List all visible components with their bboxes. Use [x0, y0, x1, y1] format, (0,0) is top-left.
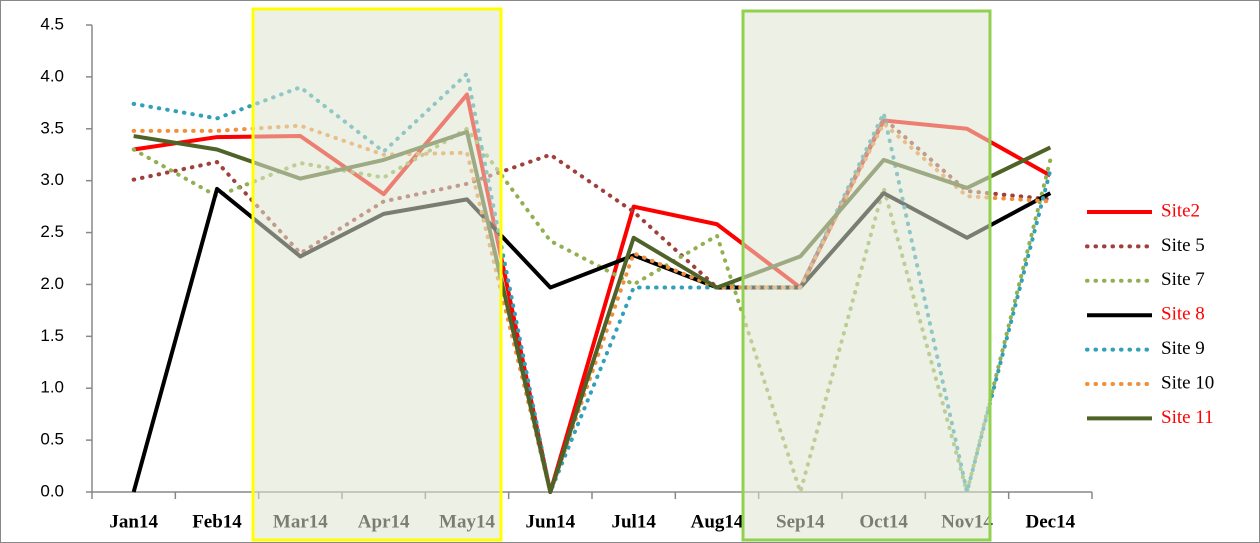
y-tick-label: 0.5 — [40, 430, 64, 449]
highlights — [251, 7, 992, 542]
legend-label: Site 7 — [1161, 269, 1205, 290]
legend-label: Site 8 — [1161, 304, 1205, 325]
legend: Site2 Site 5 Site 7 Site 8 Site 9 Site 10 Site… — [1085, 200, 1214, 428]
legend-label: Site 9 — [1161, 338, 1205, 359]
legend-label: Site 10 — [1161, 372, 1214, 393]
x-tick-label: Jun14 — [526, 511, 576, 532]
y-tick-label: 2.5 — [40, 222, 64, 241]
x-tick-label: Aug14 — [691, 511, 744, 532]
legend-label: Site 5 — [1161, 235, 1205, 256]
highlight-box — [251, 7, 503, 542]
x-tick-label: Dec14 — [1026, 511, 1076, 532]
y-tick-label: 1.5 — [40, 326, 64, 345]
y-tick-label: 4.0 — [40, 66, 64, 85]
legend-label: Site 11 — [1161, 407, 1214, 428]
x-tick-label: Feb14 — [192, 511, 242, 532]
y-tick-label: 0.0 — [40, 481, 64, 500]
y-tick-label: 1.0 — [40, 378, 64, 397]
y-tick-label: 3.5 — [40, 118, 64, 137]
legend-label: Site2 — [1161, 200, 1200, 221]
x-tick-label: Jul14 — [611, 511, 656, 532]
y-tick-label: 2.0 — [40, 274, 64, 293]
y-tick-label: 4.5 — [40, 14, 64, 33]
x-tick-label: Jan14 — [109, 511, 158, 532]
highlight-box — [741, 9, 992, 542]
y-tick-label: 3.0 — [40, 170, 64, 189]
